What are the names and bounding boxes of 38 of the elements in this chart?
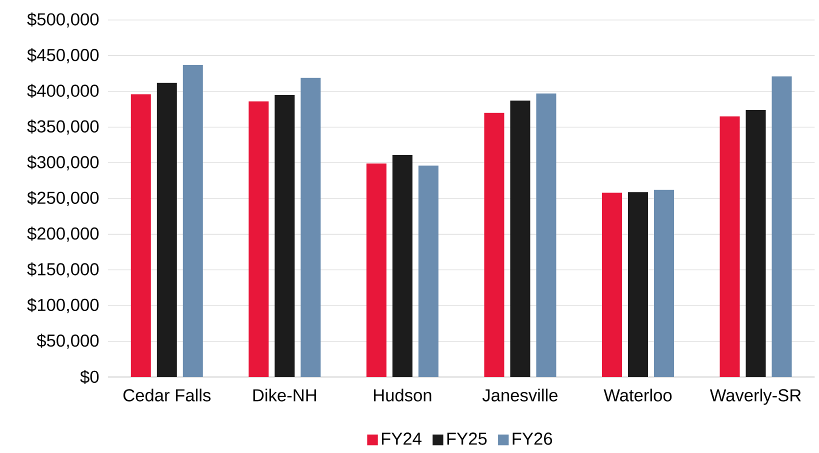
y-tick-label: $300,000	[27, 155, 99, 170]
bar	[654, 190, 674, 377]
x-tick-label: Dike-NH	[253, 388, 316, 402]
y-tick-label: $500,000	[27, 12, 99, 28]
y-tick-label: $400,000	[27, 84, 99, 99]
bar	[274, 94, 295, 377]
bar	[536, 94, 556, 377]
legend-label: FY26	[512, 432, 552, 445]
bar	[248, 101, 269, 377]
bar	[366, 164, 386, 377]
bar	[300, 78, 321, 377]
y-tick-label: $100,000	[27, 298, 99, 314]
bar	[510, 100, 530, 377]
x-tick-label: Janesville	[482, 388, 558, 402]
y-tick-label: $350,000	[27, 120, 99, 135]
y-tick-label: $250,000	[27, 190, 99, 206]
bar	[418, 166, 438, 377]
y-tick-label: $450,000	[27, 48, 99, 64]
bar	[484, 112, 504, 377]
bar	[746, 110, 766, 377]
x-tick-label: Waterloo	[604, 388, 672, 402]
bar	[720, 116, 740, 377]
bar	[772, 76, 792, 377]
bar	[628, 192, 648, 377]
bar	[156, 82, 177, 377]
y-tick-label: $200,000	[27, 226, 99, 242]
y-tick-label: $50,000	[36, 334, 99, 349]
y-tick-label: $0	[80, 370, 99, 384]
legend-label: FY24	[382, 432, 422, 445]
legend-label: FY25	[447, 432, 487, 445]
bar	[392, 154, 412, 377]
bar	[182, 64, 203, 377]
bar	[602, 192, 622, 377]
x-tick-label: Hudson	[374, 388, 432, 402]
x-tick-label: Cedar Falls	[123, 388, 211, 402]
bar	[130, 94, 151, 377]
x-tick-label: Waverly-SR	[710, 388, 801, 405]
y-tick-label: $150,000	[27, 262, 99, 278]
